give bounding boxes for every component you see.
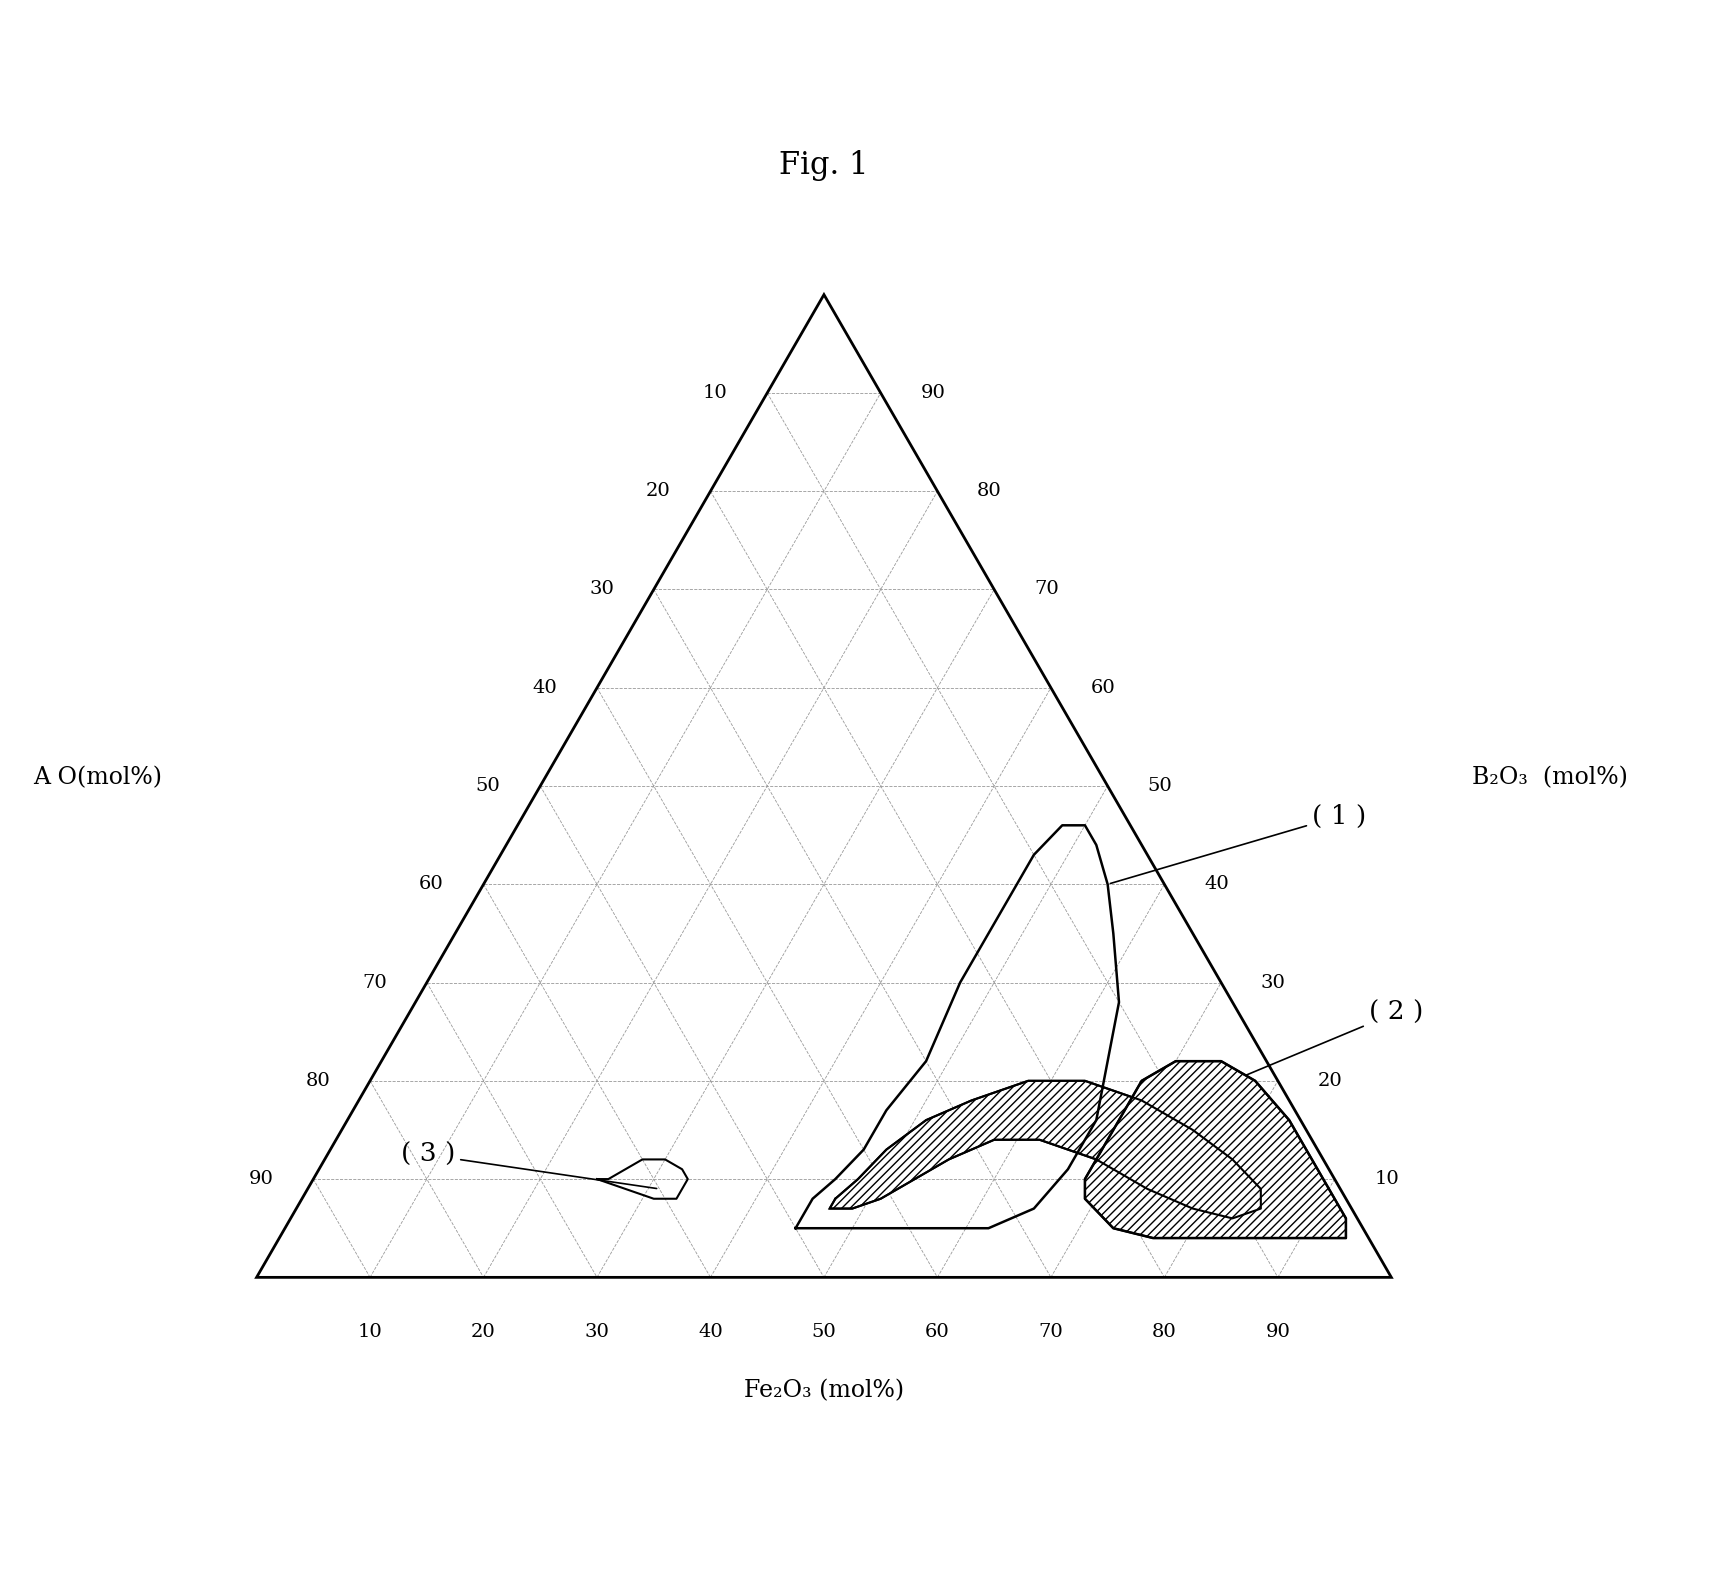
Text: 30: 30 <box>585 1322 609 1341</box>
Text: 80: 80 <box>305 1072 331 1089</box>
Text: 80: 80 <box>1151 1322 1177 1341</box>
Text: 60: 60 <box>1091 679 1115 696</box>
Text: ( 2 ): ( 2 ) <box>1236 1000 1423 1080</box>
Text: Fe₂O₃ (mol%): Fe₂O₃ (mol%) <box>745 1379 904 1402</box>
Text: 90: 90 <box>1265 1322 1290 1341</box>
Text: Fig. 1: Fig. 1 <box>779 151 868 181</box>
Text: 20: 20 <box>472 1322 496 1341</box>
Text: 70: 70 <box>362 973 388 992</box>
Polygon shape <box>1085 1061 1345 1239</box>
Text: 90: 90 <box>920 384 946 402</box>
Text: A O(mol%): A O(mol%) <box>33 767 163 789</box>
Text: 30: 30 <box>1261 973 1285 992</box>
Text: 80: 80 <box>976 483 1002 500</box>
Text: 50: 50 <box>475 777 501 795</box>
Text: 10: 10 <box>1375 1170 1399 1188</box>
Text: 50: 50 <box>812 1322 836 1341</box>
Text: 60: 60 <box>419 876 444 893</box>
Text: B₂O₃  (mol%): B₂O₃ (mol%) <box>1472 767 1628 789</box>
Text: 10: 10 <box>704 384 728 402</box>
Polygon shape <box>829 1082 1261 1218</box>
Text: 40: 40 <box>1205 876 1229 893</box>
Text: 10: 10 <box>357 1322 383 1341</box>
Text: 90: 90 <box>249 1170 273 1188</box>
Text: ( 3 ): ( 3 ) <box>402 1143 657 1188</box>
Text: 20: 20 <box>645 483 671 500</box>
Text: 40: 40 <box>532 679 558 696</box>
Text: 70: 70 <box>1033 580 1059 599</box>
Text: ( 1 ): ( 1 ) <box>1110 803 1366 883</box>
Text: 40: 40 <box>698 1322 722 1341</box>
Text: 70: 70 <box>1038 1322 1064 1341</box>
Text: 20: 20 <box>1318 1072 1342 1089</box>
Text: 60: 60 <box>925 1322 951 1341</box>
Text: 30: 30 <box>589 580 614 599</box>
Text: 50: 50 <box>1148 777 1172 795</box>
